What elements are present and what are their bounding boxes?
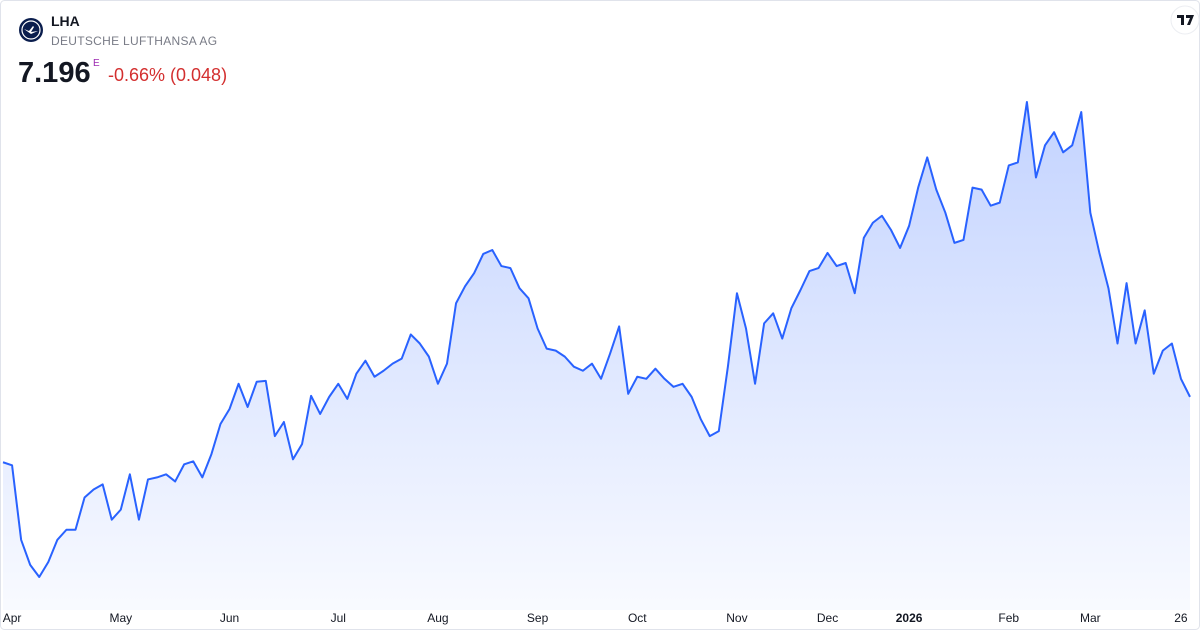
plot-area: Apr May Jun Jul Aug Sep Oct Nov Dec 2026 Feb Mar 26 <box>2 101 1191 625</box>
price: 7.196 <box>18 57 91 89</box>
x-tick-label: 26 <box>1174 611 1188 625</box>
x-tick-label: Feb <box>998 611 1019 625</box>
x-tick-label: Sep <box>527 611 549 625</box>
logo <box>19 18 43 42</box>
x-tick-label: Jul <box>331 611 346 625</box>
x-tick-label: Dec <box>817 611 838 625</box>
x-tick-label: Aug <box>427 611 448 625</box>
x-tick-label: Jun <box>220 611 239 625</box>
price-change: -0.66% (0.048) <box>108 65 227 85</box>
x-tick-label: Oct <box>628 611 647 625</box>
symbol: LHA <box>51 13 80 29</box>
price-area <box>3 102 1190 610</box>
price-line <box>2 101 1191 578</box>
company-name: DEUTSCHE LUFTHANSA AG <box>51 34 217 48</box>
x-tick-label: Nov <box>726 611 747 625</box>
x-tick-label: May <box>109 611 132 625</box>
x-tick-label: 2026 <box>896 611 923 625</box>
x-tick-label: Mar <box>1080 611 1101 625</box>
market-marker: E <box>93 58 100 69</box>
x-tick-label: Apr <box>3 611 22 625</box>
brand-logo[interactable] <box>1170 5 1200 35</box>
